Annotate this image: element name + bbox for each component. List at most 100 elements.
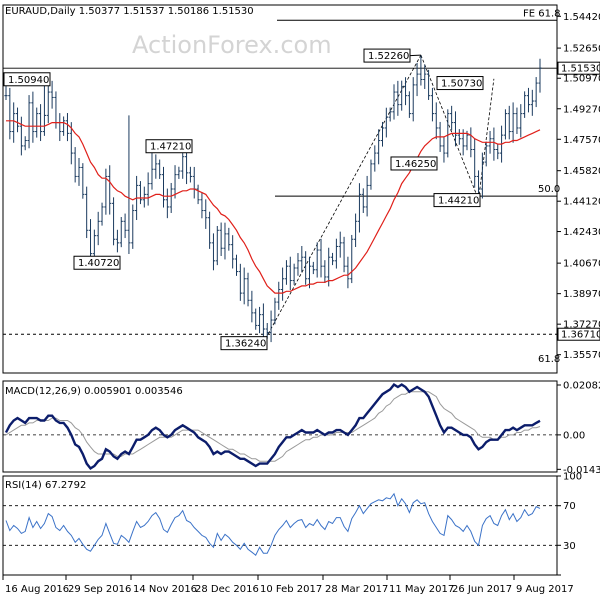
fib-618-label: 61.8: [538, 354, 560, 365]
x-tick-label: 9 Aug 2017: [516, 584, 574, 595]
price-bar: [123, 213, 127, 239]
price-bar: [38, 104, 43, 142]
price-bar: [538, 58, 542, 93]
price-bar: [407, 91, 411, 118]
price-bar: [426, 69, 431, 100]
rsi-panel: 100 70 30: [3, 472, 582, 576]
price-bar: [227, 227, 231, 251]
price-bar: [465, 130, 469, 151]
price-bar: [131, 204, 135, 249]
price-bar: [304, 251, 308, 285]
price-bar: [523, 91, 527, 118]
price-bar: [257, 306, 262, 334]
price-bar: [338, 231, 342, 258]
price-bar: [42, 78, 47, 136]
zigzag-segment: [263, 54, 422, 343]
x-tick-label: 29 Sep 2016: [68, 584, 131, 595]
price-bar: [534, 77, 538, 108]
price-axis: 1.54420 1.52650 1.50970 1.49270 1.47570 1.458…: [557, 12, 600, 361]
zigzag-lines: [263, 54, 495, 343]
price-bar: [127, 115, 131, 255]
annotation-box: [73, 255, 121, 270]
price-bar: [484, 141, 488, 167]
price-bar: [400, 80, 404, 111]
price-bar: [69, 122, 73, 165]
price-bar: [350, 234, 354, 284]
rsi-label: RSI(14) 67.2792: [5, 480, 86, 491]
price-bar: [115, 229, 120, 253]
price-annotation: 1.50940: [3, 72, 51, 87]
price-bar: [119, 217, 123, 248]
price-bar: [450, 105, 454, 131]
price-bar: [231, 235, 235, 269]
price-bar: [223, 222, 227, 260]
annotation-box: [436, 76, 484, 91]
price-bar: [296, 253, 300, 276]
price-bar: [507, 105, 511, 140]
price-bar: [142, 186, 146, 208]
price-bar: [457, 129, 461, 145]
price-bar: [77, 157, 81, 186]
price-bar: [46, 84, 50, 124]
annotation-text: 1.50940: [8, 75, 49, 86]
price-tick-label: 1.35570: [563, 350, 600, 361]
price-bar: [469, 127, 473, 158]
price-annotation: 1.46250: [390, 156, 438, 171]
price-bar: [154, 154, 158, 179]
price-annotations: 1.50940 1.40720 1.47210 1.36240 1.52260 1.507…: [3, 48, 484, 351]
price-bar: [27, 95, 31, 149]
price-bar: [146, 172, 150, 206]
support-price-tag-text: 1.36710: [561, 330, 600, 341]
price-annotation: 1.47210: [145, 139, 193, 154]
price-bar: [403, 77, 408, 106]
price-bar: [519, 104, 523, 138]
macd-tick-label: 0.020827: [563, 381, 600, 392]
price-bar: [108, 165, 112, 215]
annotation-box: [220, 336, 268, 351]
price-bar: [384, 107, 388, 138]
price-bar: [250, 290, 254, 323]
price-annotation: 1.50730: [436, 76, 484, 91]
annotation-box: [433, 193, 481, 208]
price-tick-label: 1.47570: [563, 135, 600, 146]
fib-extension-label: FE 61.8: [523, 8, 561, 19]
price-bar: [246, 272, 250, 307]
price-panel-frame: [2, 4, 558, 374]
price-bar: [430, 87, 435, 122]
rsi-line: [5, 492, 541, 556]
macd-panel-frame: [2, 380, 558, 473]
price-bar: [12, 102, 16, 143]
moving-average-line: [6, 120, 541, 294]
price-tick-label: 1.45820: [563, 166, 600, 177]
price-bar: [188, 166, 193, 183]
price-bar: [300, 246, 304, 273]
price-bar: [50, 80, 54, 109]
price-bar: [242, 267, 246, 305]
price-annotation: 1.40720: [73, 255, 121, 270]
x-tick-label: 28 Mar 2017: [325, 584, 388, 595]
annotation-text: 1.52260: [368, 51, 409, 62]
price-tick-label: 1.38970: [563, 289, 600, 300]
price-tick-label: 1.37270: [563, 320, 600, 331]
price-tick-label: 1.54420: [563, 12, 600, 23]
price-bar: [330, 252, 335, 266]
price-bar: [35, 107, 39, 138]
price-bar: [446, 109, 450, 158]
price-bar: [453, 111, 458, 147]
price-bar: [100, 202, 104, 226]
annotation-box: [363, 48, 411, 63]
price-bar: [58, 113, 62, 142]
price-bar: [196, 184, 200, 205]
price-bar: [365, 175, 369, 217]
price-bar: [503, 109, 508, 140]
price-bar: [442, 136, 446, 163]
fib-50-label: 50.0: [538, 184, 560, 195]
price-bar: [73, 147, 77, 183]
price-bar: [411, 77, 415, 122]
price-bar: [181, 148, 185, 179]
price-bar: [192, 166, 196, 199]
price-bar: [473, 138, 477, 188]
price-bar: [200, 192, 204, 219]
